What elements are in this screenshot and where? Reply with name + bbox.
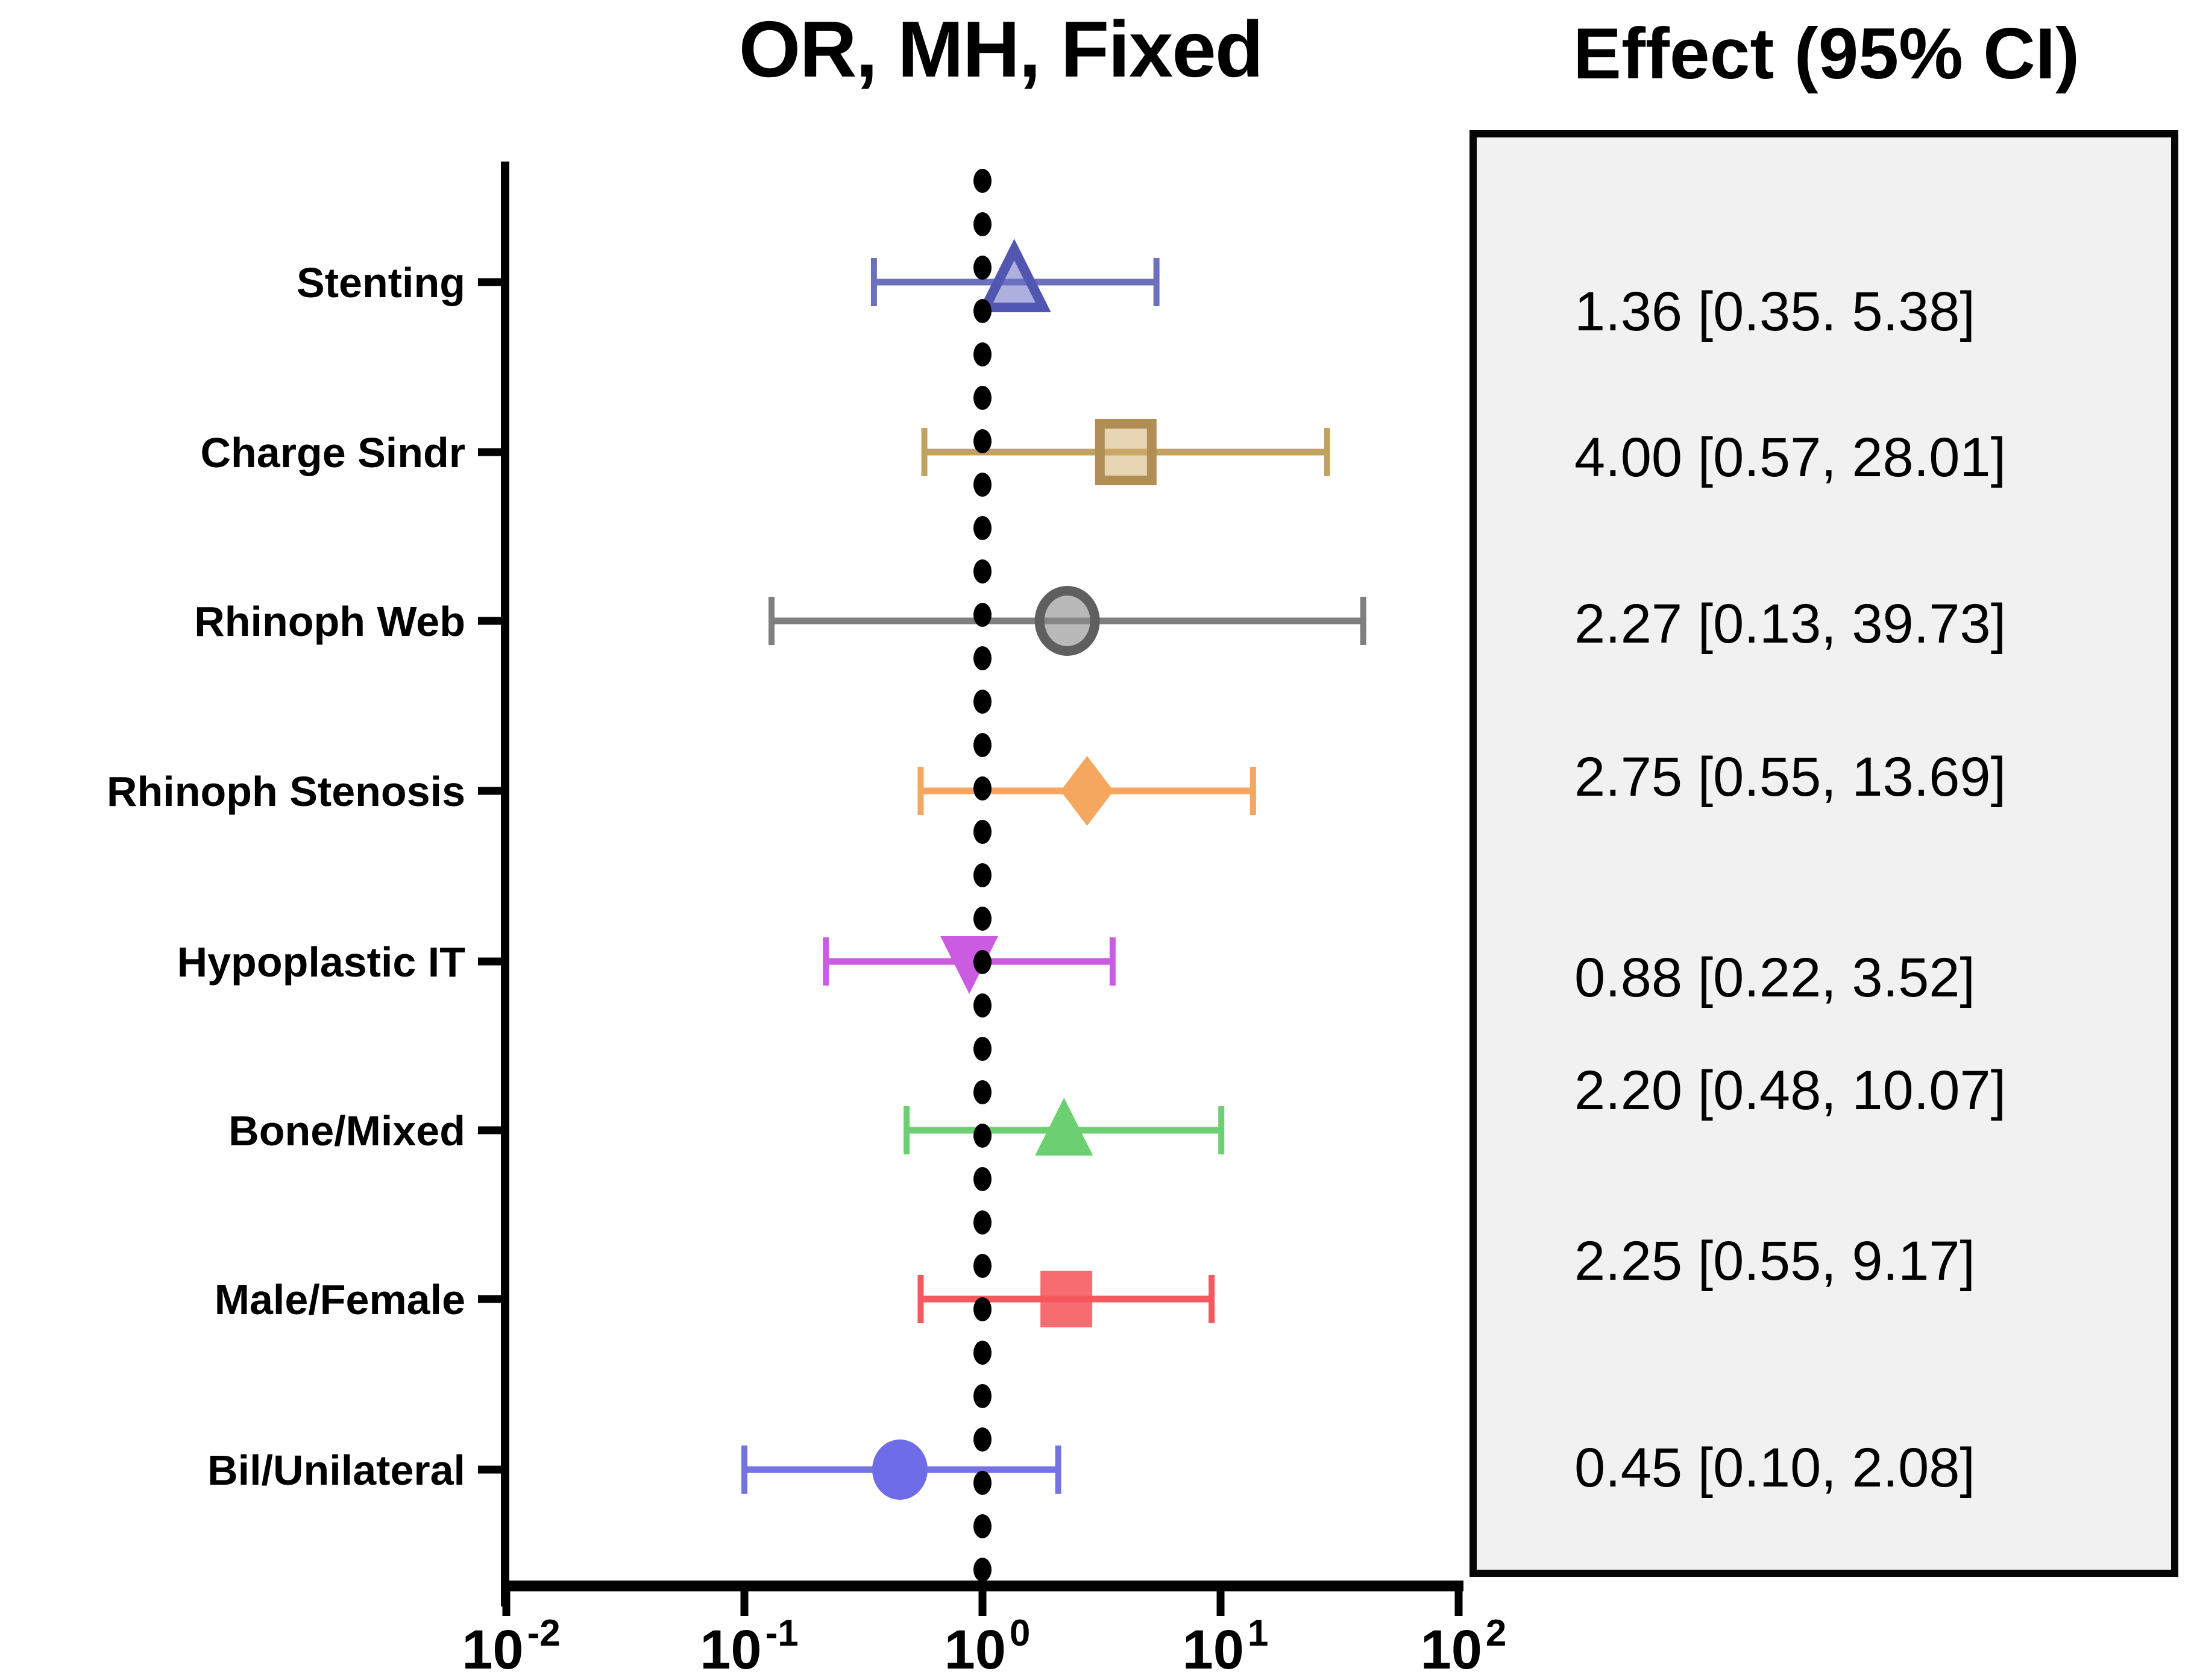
x-tick-label: 101 — [1183, 1612, 1269, 1680]
effect-value: 2.27 [0.13, 39.73] — [1574, 593, 2006, 655]
x-tick-label: 102 — [1421, 1612, 1507, 1680]
forest-row — [917, 756, 1256, 826]
category-label: Bil/Unilateral — [207, 1447, 465, 1494]
marker-circle — [872, 1439, 928, 1500]
reference-dot — [973, 733, 992, 757]
reference-dot — [973, 776, 992, 801]
reference-dot — [973, 559, 992, 584]
reference-dot — [973, 1471, 992, 1495]
forest-row — [769, 586, 1366, 656]
category-label: Stenting — [297, 259, 465, 306]
forest-row — [870, 239, 1160, 312]
forest-row — [741, 1439, 1061, 1500]
reference-dot — [973, 993, 992, 1018]
reference-dot — [973, 863, 992, 887]
reference-dot — [973, 1341, 992, 1365]
reference-dot — [973, 473, 992, 497]
reference-dot — [973, 1080, 992, 1104]
x-tick-label: 10-2 — [462, 1612, 560, 1680]
effect-value: 1.36 [0.35. 5.38] — [1574, 281, 1975, 342]
reference-dot — [973, 386, 992, 410]
x-tick-label: 10-1 — [700, 1612, 798, 1680]
reference-dot — [973, 646, 992, 670]
effect-value: 2.75 [0.55, 13.69] — [1574, 746, 2006, 808]
marker-square — [1095, 419, 1157, 485]
plot-title: OR, MH, Fixed — [738, 5, 1264, 93]
effect-value: 2.25 [0.55, 9.17] — [1574, 1230, 1975, 1292]
category-label: Male/Female — [215, 1276, 465, 1323]
category-label: Hypoplastic IT — [177, 939, 465, 986]
marker-triangle-up — [1035, 1098, 1093, 1156]
reference-line-dotted — [973, 169, 992, 1582]
marker-square — [1040, 1271, 1093, 1327]
reference-dot — [973, 950, 992, 974]
reference-dot — [973, 603, 992, 627]
reference-dot — [973, 820, 992, 844]
reference-dot — [973, 1124, 992, 1148]
marker-circle — [1034, 586, 1100, 656]
reference-dot — [973, 690, 992, 714]
reference-dot — [973, 169, 992, 193]
reference-dot — [973, 1254, 992, 1278]
reference-dot — [973, 516, 992, 540]
category-label: Rhinoph Stenosis — [107, 768, 465, 815]
reference-dot — [973, 1297, 992, 1321]
reference-dot — [973, 1167, 992, 1191]
axes: 10-2 10-1 100 101 102 — [462, 162, 1506, 1680]
reference-dot — [973, 429, 992, 453]
reference-dot — [973, 299, 992, 323]
reference-dot — [973, 1427, 992, 1452]
reference-dot — [973, 1037, 992, 1061]
marker-triangle-up — [977, 239, 1051, 312]
reference-dot — [973, 1514, 992, 1538]
reference-dot — [973, 342, 992, 367]
effect-value: 4.00 [0.57, 28.01] — [1574, 427, 2006, 488]
forest-row — [917, 1271, 1215, 1327]
category-label: Bone/Mixed — [228, 1107, 465, 1154]
forest-row — [904, 1098, 1225, 1156]
effect-value: 0.88 [0.22, 3.52] — [1574, 947, 1975, 1008]
reference-dot — [973, 907, 992, 931]
category-label: Rhinoph Web — [194, 598, 465, 645]
reference-dot — [973, 1384, 992, 1408]
marker-diamond — [1060, 756, 1114, 826]
effect-column-header: Effect (95% CI) — [1573, 13, 2080, 94]
reference-dot — [973, 1558, 992, 1582]
reference-dot — [973, 256, 992, 280]
effect-value: 2.20 [0.48, 10.07] — [1574, 1060, 2006, 1121]
effect-value: 0.45 [0.10, 2.08] — [1574, 1437, 1975, 1499]
forest-row — [921, 419, 1330, 485]
effect-panel — [1469, 130, 2178, 1577]
category-label: Charge Sindr — [200, 429, 465, 476]
reference-dot — [973, 212, 992, 236]
forest-row — [823, 936, 1116, 994]
x-tick-label: 100 — [945, 1612, 1031, 1680]
reference-dot — [973, 1210, 992, 1235]
